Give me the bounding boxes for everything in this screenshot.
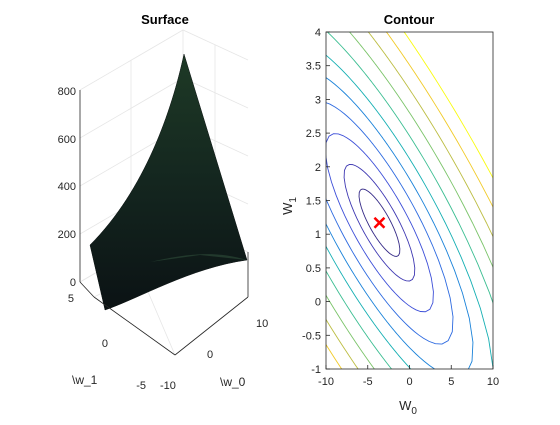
contour-ticks: -10 -5 0 5 10 -1 -0.5 0 0.5 1 1.5 2 2.5 3 3.5 4 [302,27,499,388]
surface-mesh [89,53,248,311]
y-tick-label: 2 [315,162,321,174]
x-tick-label: 5 [448,376,454,388]
y-tick-label: 1.5 [306,196,321,208]
contour-level-line [326,32,493,369]
contour-ylabel-main: W [280,202,295,215]
y-tick-label: 2.5 [306,128,321,140]
y-tick-label: 1 [315,229,321,241]
contour-xlabel: W0 [399,398,417,417]
surface-ylabel: \w_1 [72,373,98,387]
contour-axes-box [325,31,494,370]
z-tick-400: 400 [58,181,76,193]
contour-level-line [326,32,493,369]
w1-tick-5: 5 [68,293,74,305]
contour-ylabel-sub: 1 [288,197,299,203]
w0-tick-neg10: -10 [160,380,176,392]
y-tick-label: -1 [311,364,321,376]
y-tick-label: 3 [315,94,321,106]
contour-plot: Contour -10 -5 0 5 10-1-0.500.511.522.533.54… [280,12,499,417]
contour-xlabel-main: W [399,398,412,413]
x-tick-label: -10 [318,376,334,388]
x-tick-label: 10 [487,376,499,388]
w0-tick-10: 10 [256,318,268,330]
w0-tick-0: 0 [207,349,213,361]
y-tick-label: 3.5 [306,61,321,73]
surface-xlabel: \w_0 [220,375,246,389]
surface-highlight [150,254,247,262]
y-tick-label: -0.5 [302,330,321,342]
contour-level-line [326,77,474,369]
contour-title: Contour [384,12,435,27]
x-tick-label: -5 [363,376,373,388]
y-tick-label: 0.5 [306,263,321,275]
contour-level-line [326,32,493,369]
contour-level-line [326,32,493,369]
contour-level-line [358,188,401,257]
contour-level-line [343,164,416,282]
surface-z-ticks: 800 600 400 200 0 [58,86,76,289]
contour-xlabel-sub: 0 [411,406,417,417]
w1-tick-neg5: -5 [136,380,146,392]
contour-level-line [326,54,493,369]
x-tick-label: 0 [406,376,412,388]
surface-title: Surface [141,12,189,27]
contour-level-line [326,102,454,345]
z-tick-200: 200 [58,229,76,241]
surface-x-ticks: -10 0 10 [160,318,268,392]
minimum-marker-stroke [373,216,386,229]
z-tick-600: 600 [58,134,76,146]
contour-ylabel: W1 [280,197,299,215]
w1-tick-0: 0 [102,338,108,350]
contour-level-line [326,133,434,313]
z-tick-0: 0 [70,277,76,289]
y-tick-label: 0 [315,297,321,309]
contour-lines [326,32,493,369]
minimum-marker [373,216,386,229]
z-tick-800: 800 [58,86,76,98]
surface-plot: Surface 800 600 400 200 0 [58,12,269,392]
surface-y-ticks: 5 0 -5 [68,293,146,392]
y-tick-label: 4 [315,27,321,39]
